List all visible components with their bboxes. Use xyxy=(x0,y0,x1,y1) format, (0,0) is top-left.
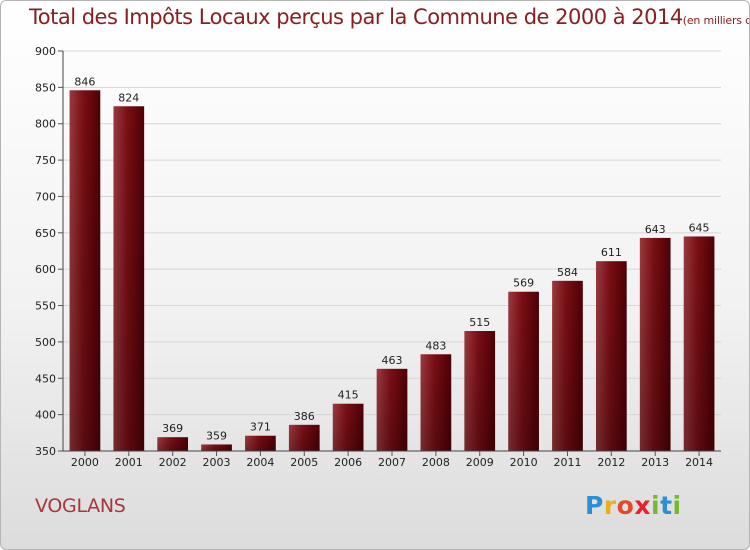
chart-title-main: Total des Impôts Locaux perçus par la Co… xyxy=(29,5,683,29)
x-tick-label: 2014 xyxy=(685,456,713,469)
x-tick-label: 2011 xyxy=(553,456,581,469)
y-tick-label: 450 xyxy=(35,372,56,385)
logo-letter: i xyxy=(672,491,682,520)
proxiti-logo: Proxiti xyxy=(585,491,682,520)
bar-value-label: 483 xyxy=(425,339,446,352)
chart-title-unit: (en milliers d'€) xyxy=(682,14,749,27)
x-tick-label: 2006 xyxy=(334,456,362,469)
bar-value-label: 645 xyxy=(689,221,710,234)
y-tick-label: 350 xyxy=(35,445,56,458)
value-labels: 846 824 369 359 371 386 415 463 483 515 569 584 611 6… xyxy=(74,75,709,442)
logo-letter: x xyxy=(634,491,651,520)
x-tick-label: 2013 xyxy=(641,456,669,469)
bar-value-label: 846 xyxy=(74,75,95,88)
bar-shade xyxy=(332,403,364,451)
x-tick-label: 2003 xyxy=(203,456,231,469)
y-tick-label: 500 xyxy=(35,336,56,349)
bar-value-label: 359 xyxy=(206,429,227,442)
bar-shade xyxy=(245,435,276,451)
bar-value-label: 611 xyxy=(601,246,622,259)
bar-shade xyxy=(464,331,496,451)
bar-shade xyxy=(639,237,671,451)
bar-shade xyxy=(288,424,320,451)
x-tick-label: 2000 xyxy=(71,456,99,469)
logo-letter: o xyxy=(616,491,635,520)
chart-title: Total des Impôts Locaux perçus par la Co… xyxy=(29,5,749,29)
bar-value-label: 369 xyxy=(162,422,183,435)
bar-shade xyxy=(201,444,232,451)
bar-value-label: 569 xyxy=(513,277,534,290)
x-tick-label: 2008 xyxy=(422,456,450,469)
y-tick-label: 900 xyxy=(35,45,56,58)
y-tick-label: 750 xyxy=(35,154,56,167)
bar-value-label: 824 xyxy=(118,91,139,104)
bar-value-label: 643 xyxy=(645,223,666,236)
bar-shade xyxy=(420,354,452,451)
x-tick-label: 2012 xyxy=(597,456,625,469)
logo-letter: i xyxy=(651,491,661,520)
bar-value-label: 463 xyxy=(382,354,403,367)
bar-shade xyxy=(508,291,539,451)
x-tick-label: 2002 xyxy=(159,456,187,469)
bar-shade xyxy=(552,280,583,451)
x-tick-label: 2004 xyxy=(246,456,274,469)
logo-letter: t xyxy=(660,491,673,520)
x-tick-label: 2007 xyxy=(378,456,406,469)
bar-shade xyxy=(376,368,408,451)
logo-letter: r xyxy=(603,491,617,520)
y-tick-label: 800 xyxy=(35,118,56,131)
commune-name: VOGLANS xyxy=(35,495,126,517)
x-tick-label: 2010 xyxy=(510,456,538,469)
axes: 350 400 450 500 550 600 650 700 750 800 850 900 2000… xyxy=(35,45,721,469)
bar-value-label: 415 xyxy=(338,389,359,402)
bar-value-label: 386 xyxy=(294,410,315,423)
x-tick-label: 2005 xyxy=(290,456,318,469)
bar-value-label: 515 xyxy=(469,316,490,329)
y-tick-label: 550 xyxy=(35,300,56,313)
bar-shade xyxy=(595,261,627,451)
bar-value-label: 371 xyxy=(250,421,271,434)
y-tick-label: 700 xyxy=(35,190,56,203)
bar-shade xyxy=(683,236,715,451)
y-tick-label: 400 xyxy=(35,409,56,422)
y-tick-label: 600 xyxy=(35,263,56,276)
logo-letter: P xyxy=(585,491,604,520)
bar-shade xyxy=(113,106,145,451)
y-tick-label: 650 xyxy=(35,227,56,240)
x-tick-label: 2001 xyxy=(115,456,143,469)
bar-value-label: 584 xyxy=(557,266,578,279)
bar-shade xyxy=(69,90,101,451)
x-tick-label: 2009 xyxy=(466,456,494,469)
bar-shade xyxy=(157,437,189,451)
y-tick-label: 850 xyxy=(35,81,56,94)
bars xyxy=(69,90,715,451)
